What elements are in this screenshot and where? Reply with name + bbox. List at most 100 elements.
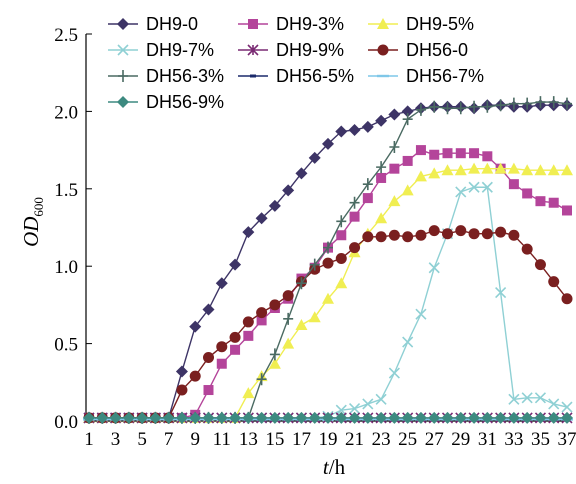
data-point-dh9-0	[242, 226, 255, 239]
data-point-dh9-7pct	[495, 286, 507, 299]
data-point-dh56-0	[189, 370, 201, 382]
data-point-dh56-3pct	[349, 196, 360, 209]
data-point-dh9-5pct	[521, 164, 534, 176]
y-axis-label: OD600	[19, 197, 46, 247]
legend-item-dh56-0: DH56-0	[368, 40, 468, 60]
data-point-dh9-7pct	[428, 262, 440, 274]
x-axis-label-var: t	[323, 455, 330, 479]
legend-item-dh9-0: DH9-0	[108, 14, 198, 34]
x-tick-label: 19	[319, 429, 338, 450]
data-point-dh9-0	[255, 212, 268, 225]
data-point-dh56-3pct	[362, 178, 373, 191]
data-point-dh56-0	[481, 228, 493, 240]
x-tick-label: 5	[137, 429, 147, 450]
data-point-dh56-9pct	[242, 411, 255, 424]
data-point-dh56-0	[176, 384, 188, 396]
x-tick-label: 9	[190, 429, 200, 450]
data-point-dh56-0	[375, 231, 387, 243]
data-point-dh9-5pct	[428, 167, 441, 179]
data-point-dh9-7pct	[388, 367, 400, 379]
legend-label: DH9-0	[146, 14, 198, 34]
data-point-dh9-5pct	[322, 292, 334, 304]
legend-swatch-marker	[117, 44, 129, 56]
series-line-dh9-3pct	[89, 149, 568, 419]
data-point-dh9-0	[175, 365, 188, 378]
x-tick-label: 27	[425, 429, 444, 450]
series-dh56-9pct	[83, 411, 573, 424]
data-point-dh56-9pct	[414, 411, 427, 424]
series-layer	[83, 96, 573, 424]
data-point-dh9-3pct	[429, 149, 440, 160]
data-point-dh9-0	[295, 167, 308, 180]
data-point-dh56-9pct	[149, 411, 162, 424]
data-point-dh9-3pct	[203, 385, 214, 396]
y-tick-label: 0.0	[54, 412, 78, 433]
data-point-dh9-3pct	[415, 145, 426, 156]
data-point-dh56-0	[335, 252, 347, 264]
data-point-dh56-0	[322, 257, 334, 269]
y-tick-label: 2.5	[54, 25, 78, 46]
data-point-dh9-3pct	[362, 193, 373, 204]
data-point-dh9-3pct	[442, 148, 453, 159]
data-point-dh56-9pct	[521, 411, 534, 424]
data-point-dh9-0	[388, 108, 401, 121]
data-point-dh56-3pct	[469, 100, 480, 113]
data-point-dh9-5pct	[561, 164, 573, 176]
data-point-dh56-9pct	[215, 411, 228, 424]
y-axis-label-main: OD	[19, 217, 43, 247]
series-dh9-3pct	[84, 145, 572, 423]
data-point-dh9-0	[348, 123, 361, 136]
data-point-dh9-5pct	[375, 212, 388, 224]
data-point-dh56-9pct	[96, 411, 109, 424]
data-point-dh9-5pct	[308, 311, 321, 323]
legend-item-dh9-9pct: DH9-9%	[238, 40, 344, 60]
data-point-dh9-5pct	[401, 184, 414, 196]
data-point-dh9-0	[202, 303, 215, 316]
data-point-dh9-7pct	[375, 393, 387, 405]
data-point-dh56-0	[534, 259, 546, 271]
data-point-dh56-9pct	[375, 411, 388, 424]
data-point-dh9-5pct	[468, 162, 481, 174]
x-tick-label: 23	[372, 429, 391, 450]
data-point-dh9-7pct	[508, 393, 520, 405]
legend-item-dh56-7pct: DH56-7%	[368, 66, 484, 86]
data-point-dh9-3pct	[256, 315, 267, 326]
data-point-dh9-7pct	[534, 392, 547, 404]
data-point-dh56-9pct	[322, 411, 334, 424]
legend-label: DH9-3%	[276, 14, 344, 34]
legend-swatch-marker	[118, 70, 128, 82]
data-point-dh56-0	[229, 331, 241, 343]
legend-swatch-marker	[247, 44, 259, 56]
data-point-dh9-7pct	[415, 308, 427, 320]
x-tick-label: 13	[239, 429, 258, 450]
data-point-dh56-9pct	[189, 411, 202, 424]
data-point-dh56-0	[362, 231, 374, 243]
x-tick-label: 37	[558, 429, 576, 450]
data-point-dh56-9pct	[441, 411, 454, 424]
x-tick-label: 3	[111, 429, 121, 450]
data-point-dh9-7pct	[402, 336, 414, 348]
data-point-dh9-3pct	[216, 358, 227, 369]
legend-swatch-marker	[248, 19, 258, 29]
data-point-dh56-0	[428, 225, 440, 237]
data-point-dh56-9pct	[561, 411, 573, 424]
data-point-dh56-3pct	[269, 348, 280, 361]
legend-label: DH56-5%	[276, 66, 354, 86]
data-point-dh9-0	[268, 199, 281, 212]
data-point-dh56-0	[402, 231, 414, 243]
data-point-dh9-5pct	[481, 162, 494, 174]
data-point-dh56-9pct	[534, 411, 547, 424]
data-point-dh56-3pct	[535, 96, 546, 109]
data-point-dh9-7pct	[561, 401, 573, 413]
data-point-dh9-0	[322, 137, 334, 150]
data-point-dh9-0	[401, 105, 414, 118]
legend-swatch-marker	[377, 44, 389, 56]
data-point-dh9-5pct	[282, 337, 295, 349]
data-point-dh9-3pct	[508, 179, 519, 190]
data-point-dh56-3pct	[429, 100, 440, 113]
data-point-dh56-0	[521, 243, 533, 255]
data-point-dh56-9pct	[109, 411, 122, 424]
legend-item-dh9-5pct: DH9-5%	[368, 14, 474, 34]
legend-label: DH9-9%	[276, 40, 344, 60]
